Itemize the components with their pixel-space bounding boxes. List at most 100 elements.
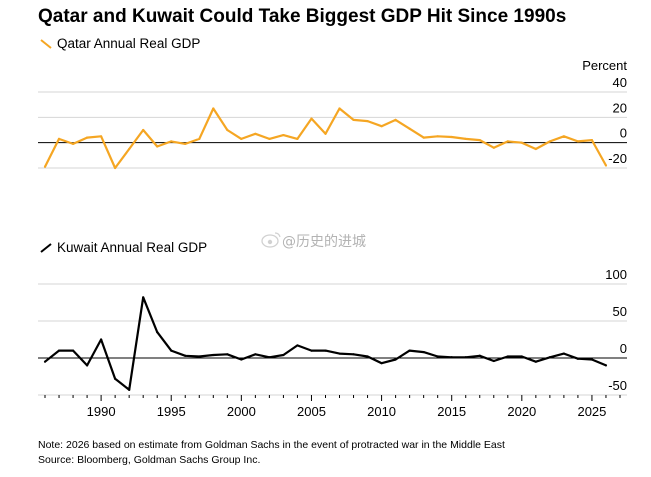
qatar-point-2024 bbox=[576, 140, 580, 143]
x-tick-label: 2000 bbox=[227, 404, 256, 419]
kuwait-point-1988 bbox=[71, 349, 75, 352]
kuwait-legend-label: Kuwait Annual Real GDP bbox=[57, 240, 207, 255]
kuwait-point-1991 bbox=[114, 377, 117, 380]
qatar-point-2003 bbox=[282, 133, 285, 137]
kuwait-point-2011 bbox=[394, 358, 397, 361]
qatar-point-1992 bbox=[128, 147, 131, 151]
kuwait-y-tick-label: -50 bbox=[608, 378, 627, 393]
qatar-gridlines bbox=[38, 91, 627, 169]
chart-title: Qatar and Kuwait Could Take Biggest GDP … bbox=[38, 6, 566, 27]
qatar-point-2026 bbox=[604, 164, 608, 167]
qatar-point-2013 bbox=[422, 136, 425, 139]
kuwait-point-2008 bbox=[352, 353, 355, 356]
kuwait-point-2016 bbox=[464, 356, 467, 359]
qatar-point-2019 bbox=[506, 140, 509, 143]
qatar-y-unit-label: Percent bbox=[582, 58, 627, 73]
kuwait-point-2015 bbox=[450, 356, 453, 359]
qatar-point-2016 bbox=[464, 137, 467, 140]
qatar-point-1991 bbox=[114, 166, 117, 170]
kuwait-legend-swatch bbox=[40, 243, 52, 253]
kuwait-point-1994 bbox=[156, 331, 159, 334]
qatar-point-2005 bbox=[310, 117, 313, 120]
kuwait-point-1998 bbox=[212, 353, 215, 357]
kuwait-point-2019 bbox=[506, 355, 509, 358]
qatar-point-1988 bbox=[71, 142, 75, 146]
qatar-point-2008 bbox=[352, 118, 355, 121]
qatar-point-2004 bbox=[296, 137, 299, 140]
qatar-point-2007 bbox=[338, 107, 341, 110]
watermark: @历史的进城 bbox=[261, 232, 366, 250]
kuwait-y-tick-labels: -50 0 50 100 bbox=[605, 267, 627, 393]
kuwait-point-1996 bbox=[184, 354, 187, 357]
qatar-point-1998 bbox=[212, 107, 215, 110]
kuwait-point-2025 bbox=[590, 358, 594, 361]
kuwait-point-2014 bbox=[436, 355, 439, 358]
kuwait-point-2004 bbox=[296, 344, 299, 347]
x-tick-label: 2025 bbox=[577, 404, 606, 419]
kuwait-point-2007 bbox=[338, 352, 341, 355]
qatar-point-2002 bbox=[268, 137, 271, 140]
kuwait-point-2012 bbox=[408, 349, 411, 352]
kuwait-point-2002 bbox=[268, 356, 271, 359]
qatar-legend-label: Qatar Annual Real GDP bbox=[57, 36, 200, 51]
weibo-logo-icon bbox=[261, 232, 281, 248]
kuwait-point-1999 bbox=[226, 353, 229, 356]
kuwait-point-1997 bbox=[198, 355, 201, 358]
kuwait-point-2000 bbox=[240, 358, 243, 361]
kuwait-point-2026 bbox=[604, 364, 608, 367]
x-tick-label: 1995 bbox=[157, 404, 186, 419]
qatar-point-1996 bbox=[184, 142, 187, 146]
kuwait-point-1990 bbox=[100, 338, 103, 341]
qatar-point-1994 bbox=[156, 145, 159, 148]
x-tick-label: 2015 bbox=[437, 404, 466, 419]
qatar-point-2000 bbox=[240, 137, 243, 140]
qatar-legend-swatch bbox=[40, 39, 52, 49]
qatar-y-tick-labels: -20 0 20 40 bbox=[608, 75, 627, 166]
qatar-y-tick-label: 20 bbox=[613, 100, 627, 115]
qatar-y-tick-label: 40 bbox=[613, 75, 627, 90]
qatar-point-2022 bbox=[548, 140, 551, 143]
qatar-point-2011 bbox=[394, 118, 397, 121]
x-tick-label: 1990 bbox=[87, 404, 116, 419]
kuwait-point-2001 bbox=[254, 353, 257, 356]
kuwait-point-2022 bbox=[548, 356, 551, 359]
kuwait-point-2017 bbox=[478, 354, 481, 357]
kuwait-y-tick-label: 0 bbox=[620, 341, 627, 356]
kuwait-point-1986 bbox=[43, 360, 47, 363]
kuwait-point-1992 bbox=[128, 388, 131, 391]
qatar-point-1999 bbox=[226, 128, 229, 132]
qatar-point-2021 bbox=[534, 147, 537, 151]
qatar-point-2012 bbox=[408, 127, 411, 130]
kuwait-point-1995 bbox=[170, 349, 173, 352]
kuwait-point-2005 bbox=[310, 349, 313, 352]
kuwait-gridlines bbox=[38, 283, 627, 396]
qatar-point-2009 bbox=[366, 120, 369, 123]
kuwait-point-2018 bbox=[492, 359, 495, 363]
kuwait-panel: Kuwait Annual Real GDP -50 0 50 100 1990 199… bbox=[38, 240, 627, 419]
x-tick-label: 2005 bbox=[297, 404, 326, 419]
chart-note: Note: 2026 based on estimate from Goldma… bbox=[38, 439, 505, 451]
qatar-point-1993 bbox=[142, 128, 145, 132]
kuwait-y-tick-label: 100 bbox=[605, 267, 627, 282]
kuwait-point-2006 bbox=[324, 349, 327, 352]
qatar-point-2014 bbox=[436, 135, 439, 138]
qatar-point-2001 bbox=[254, 132, 257, 135]
kuwait-point-2009 bbox=[366, 355, 369, 358]
qatar-y-tick-label: -20 bbox=[608, 151, 627, 166]
qatar-data-points bbox=[43, 107, 608, 170]
kuwait-y-tick-label: 50 bbox=[613, 304, 627, 319]
kuwait-point-2020 bbox=[520, 355, 523, 358]
chart-source: Source: Bloomberg, Goldman Sachs Group I… bbox=[38, 454, 260, 466]
qatar-panel: Qatar Annual Real GDP Percent -20 0 20 40 bbox=[38, 36, 627, 170]
qatar-point-2006 bbox=[324, 132, 327, 135]
watermark-text: @历史的进城 bbox=[282, 234, 366, 250]
kuwait-point-1993 bbox=[142, 296, 145, 299]
qatar-point-2020 bbox=[520, 141, 523, 144]
qatar-point-1995 bbox=[170, 140, 173, 143]
kuwait-point-1987 bbox=[57, 349, 61, 352]
kuwait-series-line bbox=[44, 296, 607, 391]
qatar-point-1986 bbox=[43, 165, 47, 168]
kuwait-point-2003 bbox=[282, 353, 285, 357]
qatar-point-2015 bbox=[450, 135, 453, 139]
